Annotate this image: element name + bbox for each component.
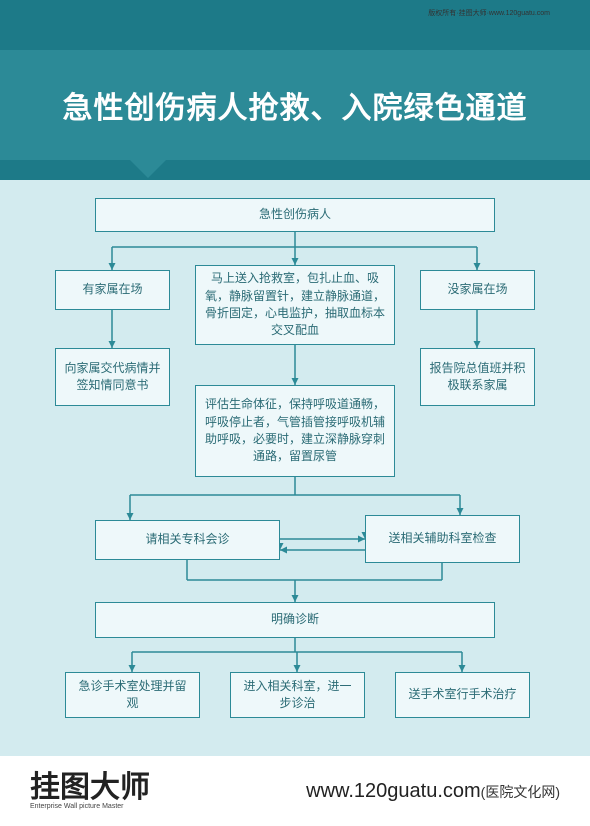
top-credit: 版权所有·挂图大师·www.120guatu.com [428,8,550,18]
footer-url: www.120guatu.com(医院文化网) [306,780,560,803]
page-title: 急性创伤病人抢救、入院绿色通道 [63,83,528,127]
footer: 挂图大师 Enterprise Wall picture Master www.… [0,756,590,826]
flow-node-n2l: 有家属在场 [55,270,170,310]
logo-sub: Enterprise Wall picture Master [30,803,150,810]
flow-node-n7l: 急诊手术室处理并留观 [65,672,200,718]
flow-node-n5r: 送相关辅助科室检查 [365,515,520,563]
flow-node-n2c: 马上送入抢救室，包扎止血、吸氧，静脉留置针，建立静脉通道，骨折固定，心电监护，抽… [195,265,395,345]
flow-node-n2r: 没家属在场 [420,270,535,310]
flow-node-n4: 评估生命体征，保持呼吸道通畅，呼吸停止者，气管插管接呼吸机辅助呼吸，必要时，建立… [195,385,395,477]
header: 版权所有·挂图大师·www.120guatu.com 急性创伤病人抢救、入院绿色… [0,0,590,180]
flow-node-n6: 明确诊断 [95,602,495,638]
flow-node-n7r: 送手术室行手术治疗 [395,672,530,718]
logo-main: 挂图大师 [30,771,150,804]
flow-node-n5l: 请相关专科会诊 [95,520,280,560]
flow-node-n3l: 向家属交代病情并签知情同意书 [55,348,170,406]
flow-node-n1: 急性创伤病人 [95,198,495,232]
flow-node-n7c: 进入相关科室，进一步诊治 [230,672,365,718]
flowchart: 急性创伤病人有家属在场马上送入抢救室，包扎止血、吸氧，静脉留置针，建立静脉通道，… [35,180,555,750]
flow-node-n3r: 报告院总值班并积极联系家属 [420,348,535,406]
logo: 挂图大师 Enterprise Wall picture Master [30,773,150,810]
title-bar: 急性创伤病人抢救、入院绿色通道 [0,50,590,160]
url-text: www.120guatu.com [306,780,481,802]
notch-decoration [130,160,166,178]
credit-url: www.120guatu.com [489,10,550,17]
credit-prefix: 版权所有·挂图大师· [428,10,489,17]
url-suffix: (医院文化网) [481,784,560,800]
